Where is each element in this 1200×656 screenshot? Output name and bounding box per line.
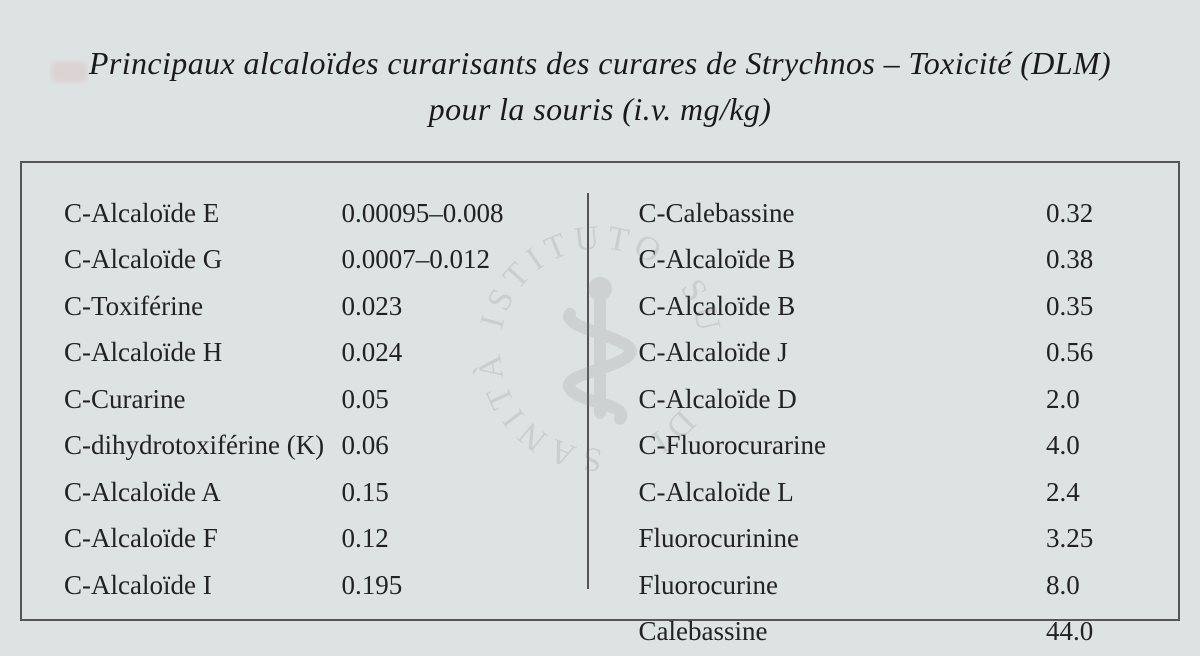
table-row: C-Fluorocurarine4.0 bbox=[639, 425, 1137, 466]
compound-name: C-dihydrotoxiférine (K) bbox=[64, 425, 342, 466]
toxicity-value: 0.195 bbox=[342, 565, 562, 606]
compound-name: C-Alcaloïde G bbox=[64, 239, 342, 280]
compound-name: Fluorocurine bbox=[639, 565, 1047, 606]
title-line-1: Principaux alcaloïdes curarisants des cu… bbox=[89, 45, 1111, 81]
compound-name: C-Alcaloïde B bbox=[639, 239, 1047, 280]
toxicity-value: 0.56 bbox=[1046, 332, 1136, 373]
table-row: C-Calebassine0.32 bbox=[639, 193, 1137, 234]
compound-name: C-Alcaloïde B bbox=[639, 286, 1047, 327]
toxicity-value: 0.15 bbox=[342, 472, 562, 513]
toxicity-table: C-Alcaloïde E0.00095–0.008C-Alcaloïde G0… bbox=[20, 161, 1180, 621]
table-row: C-Alcaloïde J0.56 bbox=[639, 332, 1137, 373]
table-row: C-Alcaloïde H0.024 bbox=[64, 332, 562, 373]
paper-blemish bbox=[52, 62, 86, 82]
toxicity-value: 0.38 bbox=[1046, 239, 1136, 280]
table-row: C-Curarine0.05 bbox=[64, 379, 562, 420]
compound-name: C-Curarine bbox=[64, 379, 342, 420]
table-row: C-Alcaloïde F0.12 bbox=[64, 518, 562, 559]
compound-name: C-Alcaloïde I bbox=[64, 565, 342, 606]
toxicity-value: 44.0 bbox=[1046, 611, 1136, 652]
compound-name: C-Alcaloïde E bbox=[64, 193, 342, 234]
compound-name: Fluorocurinine bbox=[639, 518, 1047, 559]
table-row: C-Alcaloïde I0.195 bbox=[64, 565, 562, 606]
toxicity-value: 0.023 bbox=[342, 286, 562, 327]
table-row: C-Alcaloïde G0.0007–0.012 bbox=[64, 239, 562, 280]
table-row: Calebassine44.0 bbox=[639, 611, 1137, 652]
compound-name: C-Toxiférine bbox=[64, 286, 342, 327]
table-row: C-Alcaloïde B0.35 bbox=[639, 286, 1137, 327]
toxicity-value: 3.25 bbox=[1046, 518, 1136, 559]
toxicity-value: 0.32 bbox=[1046, 193, 1136, 234]
table-row: Fluorocurinine3.25 bbox=[639, 518, 1137, 559]
compound-name: C-Alcaloïde A bbox=[64, 472, 342, 513]
compound-name: C-Alcaloïde J bbox=[639, 332, 1047, 373]
table-row: C-Alcaloïde L2.4 bbox=[639, 472, 1137, 513]
compound-name: C-Alcaloïde H bbox=[64, 332, 342, 373]
table-row: C-Alcaloïde D2.0 bbox=[639, 379, 1137, 420]
compound-name: Calebassine bbox=[639, 611, 1047, 652]
table-row: C-Alcaloïde A0.15 bbox=[64, 472, 562, 513]
toxicity-value: 0.00095–0.008 bbox=[342, 193, 562, 234]
table-row: C-Alcaloïde E0.00095–0.008 bbox=[64, 193, 562, 234]
table-row: C-dihydrotoxiférine (K)0.06 bbox=[64, 425, 562, 466]
toxicity-value: 0.0007–0.012 bbox=[342, 239, 562, 280]
compound-name: C-Calebassine bbox=[639, 193, 1047, 234]
compound-name: C-Alcaloïde F bbox=[64, 518, 342, 559]
toxicity-value: 0.024 bbox=[342, 332, 562, 373]
toxicity-value: 0.12 bbox=[342, 518, 562, 559]
table-row: Fluorocurine8.0 bbox=[639, 565, 1137, 606]
toxicity-value: 2.0 bbox=[1046, 379, 1136, 420]
compound-name: C-Alcaloïde L bbox=[639, 472, 1047, 513]
toxicity-value: 0.05 bbox=[342, 379, 562, 420]
compound-name: C-Alcaloïde D bbox=[639, 379, 1047, 420]
toxicity-value: 0.06 bbox=[342, 425, 562, 466]
toxicity-value: 4.0 bbox=[1046, 425, 1136, 466]
toxicity-value: 0.35 bbox=[1046, 286, 1136, 327]
table-left-column: C-Alcaloïde E0.00095–0.008C-Alcaloïde G0… bbox=[44, 193, 589, 589]
compound-name: C-Fluorocurarine bbox=[639, 425, 1047, 466]
table-row: C-Toxiférine0.023 bbox=[64, 286, 562, 327]
toxicity-value: 8.0 bbox=[1046, 565, 1136, 606]
table-right-column: C-Calebassine0.32C-Alcaloïde B0.38C-Alca… bbox=[589, 193, 1157, 589]
toxicity-value: 2.4 bbox=[1046, 472, 1136, 513]
page-title: Principaux alcaloïdes curarisants des cu… bbox=[50, 40, 1150, 133]
title-line-2: pour la souris (i.v. mg/kg) bbox=[429, 91, 772, 127]
table-row: C-Alcaloïde B0.38 bbox=[639, 239, 1137, 280]
